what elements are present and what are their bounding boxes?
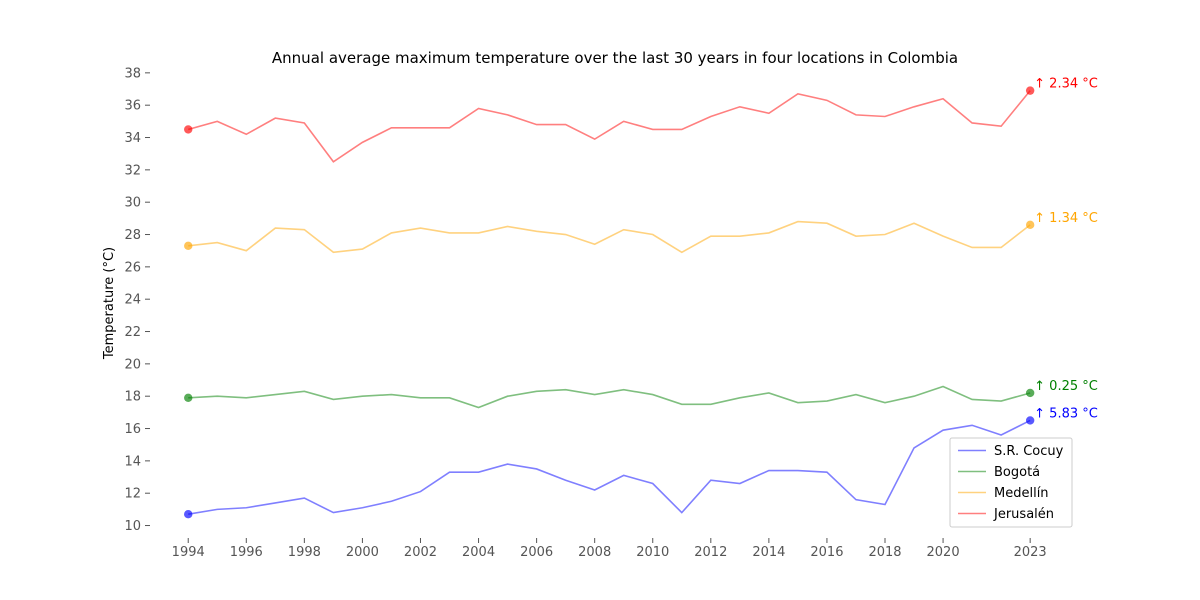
x-tick-label: 1994: [172, 545, 205, 560]
series-4-end-point: [1025, 86, 1035, 95]
legend-label: S.R. Cocuy: [994, 444, 1064, 459]
chart-title: Annual average maximum temperature over …: [272, 49, 958, 67]
series-3-line: [188, 220, 1031, 254]
x-tick-label: 2023: [1014, 545, 1047, 560]
y-tick-label: 22: [124, 325, 141, 340]
y-tick-label: 38: [124, 66, 141, 81]
y-tick-label: 24: [124, 293, 141, 308]
series-3-annotation: ↑ 1.34 °C: [1034, 211, 1098, 226]
y-tick-label: 28: [124, 228, 141, 243]
series-1: ↑ 5.83 °C: [184, 406, 1098, 519]
y-tick-label: 34: [124, 131, 141, 146]
series-layer: ↑ 5.83 °C ↑ 0.25 °C ↑ 1.34 °C ↑ 2.34 °C: [184, 77, 1098, 519]
series-2: ↑ 0.25 °C: [184, 379, 1098, 409]
x-tick-label: 2010: [636, 545, 669, 560]
y-tick-label: 36: [124, 99, 141, 114]
x-axis: 1994 1996 1998 2000 2002 2004 2006 2008 2010 2012…: [172, 538, 1047, 560]
x-tick-label: 2018: [868, 545, 901, 560]
x-tick-label: 2014: [752, 545, 785, 560]
legend-label: Jerusalén: [993, 507, 1054, 522]
y-tick-label: 30: [124, 196, 141, 211]
series-1-line: [188, 419, 1031, 516]
legend: S.R. Cocuy Bogotá Medellín Jerusalén: [949, 437, 1073, 528]
legend-label: Medellín: [994, 486, 1049, 501]
series-1-annotation: ↑ 5.83 °C: [1034, 406, 1098, 421]
x-tick-label: 1998: [288, 545, 321, 560]
x-tick-label: 2016: [810, 545, 843, 560]
y-tick-label: 14: [124, 454, 141, 469]
series-1-start-point: [184, 510, 193, 519]
x-tick-label: 2008: [578, 545, 611, 560]
legend-label: Bogotá: [994, 465, 1040, 480]
series-4-line: [188, 90, 1031, 163]
legend-box: [949, 437, 1073, 528]
y-tick-label: 12: [124, 487, 141, 502]
series-2-start-point: [184, 393, 193, 403]
y-tick-label: 16: [124, 422, 141, 437]
x-tick-label: 2020: [927, 545, 960, 560]
y-tick-label: 32: [124, 163, 141, 178]
x-tick-label: 2000: [346, 545, 379, 560]
x-tick-label: 1996: [230, 545, 263, 560]
x-tick-label: 2002: [404, 545, 437, 560]
series-4-annotation: ↑ 2.34 °C: [1034, 77, 1098, 92]
series-3-start-point: [184, 241, 193, 251]
y-axis: 10 12 14 16 18 20 22 24 26 28 30 32 34 36 38: [124, 66, 150, 534]
y-tick-label: 20: [124, 357, 141, 372]
y-axis-label: Temperature (°C): [102, 247, 117, 360]
y-tick-label: 26: [124, 260, 141, 275]
y-tick-label: 10: [124, 519, 141, 534]
x-tick-label: 2004: [462, 545, 495, 560]
series-4-start-point: [184, 125, 193, 134]
series-3-end-point: [1025, 220, 1035, 230]
x-tick-label: 2006: [520, 545, 553, 560]
series-2-annotation: ↑ 0.25 °C: [1034, 379, 1098, 394]
series-2-line: [188, 385, 1031, 409]
series-3: ↑ 1.34 °C: [184, 211, 1098, 254]
x-tick-label: 2012: [694, 545, 727, 560]
series-2-end-point: [1025, 388, 1035, 398]
y-tick-label: 18: [124, 390, 141, 405]
series-1-end-point: [1025, 416, 1035, 425]
series-4: ↑ 2.34 °C: [184, 77, 1098, 163]
